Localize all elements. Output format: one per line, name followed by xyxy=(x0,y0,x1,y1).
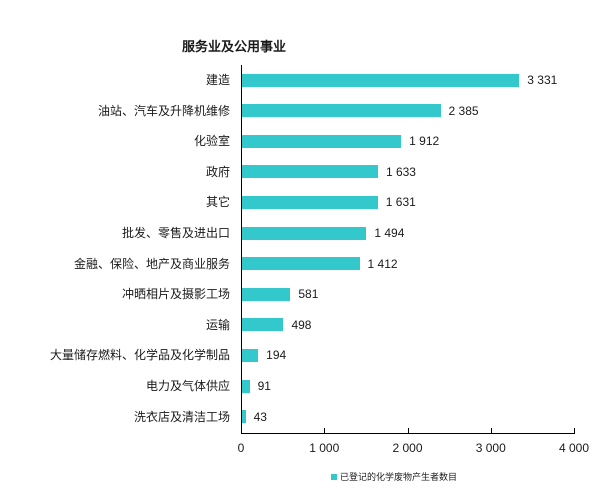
category-label: 其它 xyxy=(205,195,230,210)
legend-label: 已登记的化学废物产生者数目 xyxy=(340,473,458,483)
y-axis-line xyxy=(241,65,242,434)
value-label: 194 xyxy=(266,348,287,363)
category-label: 电力及气体供应 xyxy=(145,379,230,393)
bar xyxy=(242,104,441,118)
bar xyxy=(242,195,378,209)
value-label: 1 912 xyxy=(409,134,440,149)
category-label: 洗衣店及清洁工场 xyxy=(133,409,230,424)
x-tick-label: 4 000 xyxy=(558,441,590,455)
bar xyxy=(242,379,250,393)
value-label: 1 631 xyxy=(385,195,416,210)
category-label: 批发、零售及进出口 xyxy=(121,226,230,240)
x-tick xyxy=(407,428,409,434)
category-label: 冲晒相片及摄影工场 xyxy=(121,287,230,302)
value-label: 3 331 xyxy=(527,73,558,87)
bar xyxy=(242,410,246,424)
value-label: 1 633 xyxy=(385,164,416,179)
category-label: 运输 xyxy=(205,317,230,332)
category-label: 油站、汽车及升降机维修 xyxy=(97,103,230,118)
category-label: 政府 xyxy=(205,164,230,179)
value-label: 1 412 xyxy=(367,256,398,271)
x-tick xyxy=(241,428,242,434)
bar xyxy=(242,287,291,301)
bar xyxy=(242,257,360,271)
bar xyxy=(242,226,367,240)
category-label: 化验室 xyxy=(193,134,230,149)
value-label: 498 xyxy=(291,317,312,332)
x-tick-label: 0 xyxy=(237,441,245,455)
bar xyxy=(242,73,520,87)
x-tick xyxy=(490,428,492,434)
legend-swatch-icon xyxy=(331,473,337,480)
x-tick-label: 2 000 xyxy=(392,441,423,455)
value-label: 91 xyxy=(257,379,271,393)
x-tick-label: 3 000 xyxy=(475,441,506,455)
chart-title: 服务业及公用事业 xyxy=(182,40,287,55)
value-label: 581 xyxy=(298,287,319,302)
legend: 已登记的化学废物产生者数目 xyxy=(331,470,457,483)
bar xyxy=(242,348,259,362)
value-label: 1 494 xyxy=(374,226,405,240)
bar xyxy=(242,165,378,179)
category-label: 大量储存燃料、化学品及化学制品 xyxy=(49,348,230,363)
value-label: 2 385 xyxy=(448,103,479,118)
x-tick xyxy=(324,428,326,434)
bar xyxy=(242,318,284,332)
category-label: 建造 xyxy=(205,73,230,87)
bar xyxy=(242,134,402,148)
x-tick-label: 1 000 xyxy=(309,441,340,455)
x-tick xyxy=(574,428,575,434)
value-label: 43 xyxy=(253,409,267,424)
category-label: 金融、保险、地产及商业服务 xyxy=(73,256,230,271)
